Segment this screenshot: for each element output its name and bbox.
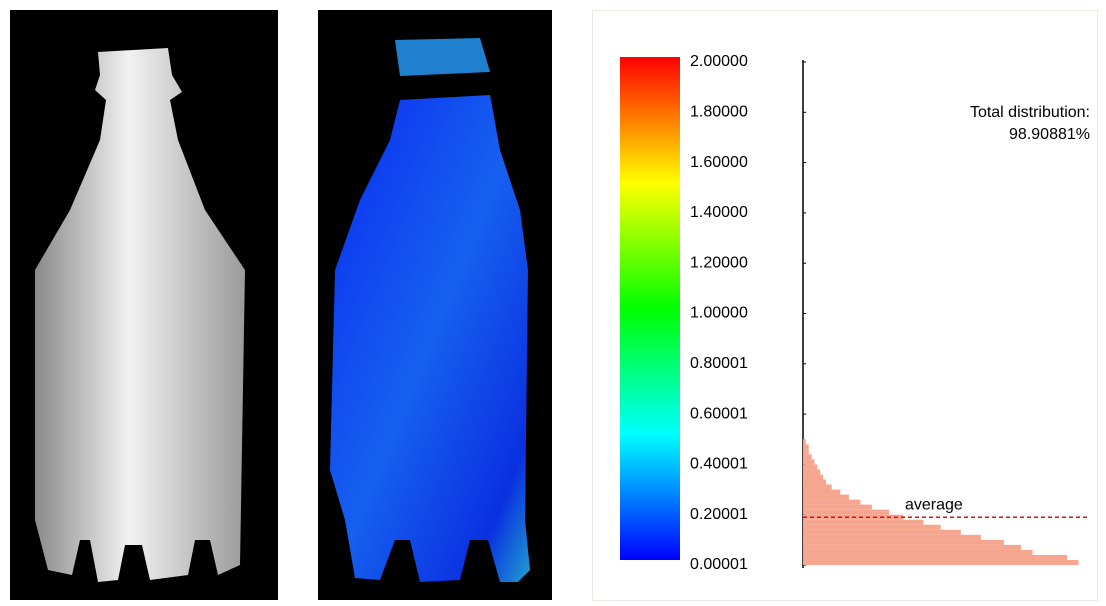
bar: [803, 534, 981, 540]
bar: [803, 524, 941, 530]
y-tick-label: 2.00000: [690, 53, 748, 70]
bar: [803, 464, 818, 470]
bar: [803, 439, 806, 445]
y-tick-label: 1.60000: [690, 154, 748, 171]
y-tick-label: 1.40000: [690, 204, 748, 221]
bar: [803, 504, 872, 510]
bar: [803, 509, 890, 515]
bar: [803, 544, 1022, 550]
bar: [803, 454, 812, 460]
bar: [803, 444, 809, 450]
bar: [803, 519, 924, 525]
y-tick-label: 0.80001: [690, 355, 748, 372]
total-value: 98.90881%: [1009, 126, 1090, 143]
average-label: average: [905, 496, 963, 513]
bar: [803, 489, 841, 495]
bar: [803, 494, 849, 500]
bottle-cap: [395, 38, 490, 76]
bar: [803, 539, 1004, 545]
bar: [803, 559, 1079, 565]
bar: [803, 499, 861, 505]
bar: [803, 469, 821, 475]
bar: [803, 449, 809, 455]
bar: [803, 554, 1068, 560]
y-tick-label: 1.00000: [690, 305, 748, 322]
bottle-deviation: [330, 95, 530, 582]
color-scale: [620, 57, 680, 560]
y-tick-label: 1.80000: [690, 104, 748, 121]
bar: [803, 459, 815, 465]
y-tick-label: 0.60001: [690, 405, 748, 422]
bottle-grey: [35, 48, 245, 582]
y-tick-label: 1.20000: [690, 254, 748, 271]
bar: [803, 479, 826, 485]
y-tick-label: 0.40001: [690, 456, 748, 473]
bar: [803, 484, 832, 490]
bar: [803, 529, 961, 535]
bar: [803, 474, 824, 480]
bar: [803, 549, 1033, 555]
y-tick-label: 0.20001: [690, 506, 748, 523]
y-tick-label: 0.00001: [690, 556, 748, 573]
total-label: Total distribution:: [970, 104, 1090, 121]
